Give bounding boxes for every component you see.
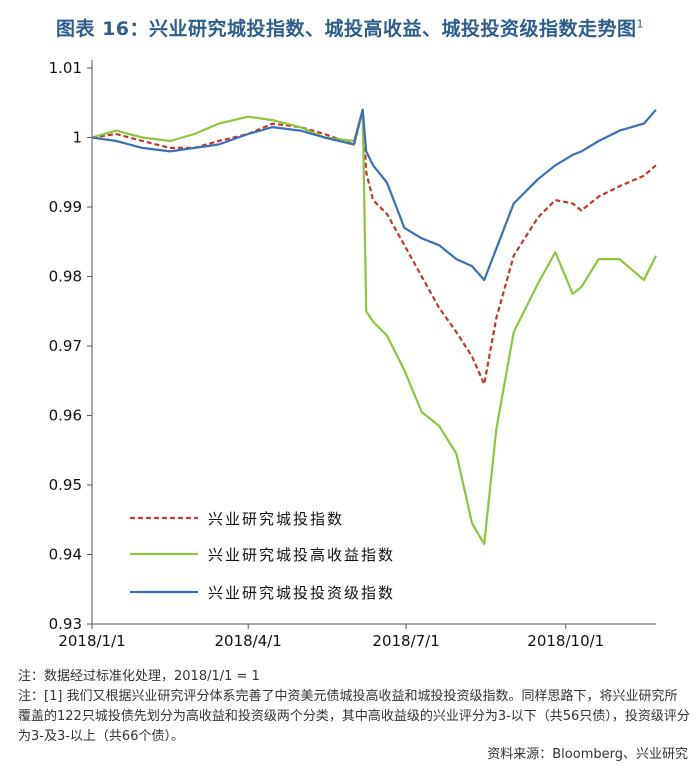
note-methodology: 注：[1] 我们又根据兴业研究评分体系完善了中资美元债城投高收益和城投投资级指数… [18,689,690,744]
data-source: 资料来源：Bloomberg、兴业研究 [487,747,688,762]
series-line-3 [91,108,657,282]
y-tick-label: 0.94 [49,546,82,564]
y-tick-label: 0.99 [49,198,82,216]
plot-area: 0.93 0.94 0.95 0.96 0.97 0.98 0.99 1 1.01 2018/1/… [49,59,657,650]
chart-notes: 注：数据经过标准化处理，2018/1/1 = 1 注：[1] 我们又根据兴业研究… [18,667,690,747]
series-line-1 [91,108,657,386]
chart-title-text: 图表 16：兴业研究城投指数、城投高收益、城投投资级指数走势图 [55,18,637,40]
y-tick-label: 1.01 [49,59,82,77]
y-tick-label: 0.93 [49,615,82,633]
legend-label-3: 兴业研究城投投资级指数 [208,584,395,602]
legend-label-2: 兴业研究城投高收益指数 [208,546,395,564]
line-chart: 0.93 0.94 0.95 0.96 0.97 0.98 0.99 1 1.01 2018/1/… [49,59,657,650]
y-tick-label: 0.95 [49,476,82,494]
title-footnote-marker: 1 [636,17,645,31]
x-tick-label: 2018/4/1 [214,632,281,650]
y-tick-label: 0.96 [49,407,82,425]
note-normalization: 注：数据经过标准化处理，2018/1/1 = 1 [18,669,260,684]
y-tick-label: 0.98 [49,268,82,286]
y-tick-label: 1 [72,129,82,147]
x-tick-label: 2018/1/1 [58,632,125,650]
series-line-2 [91,108,657,546]
chart-title: 图表 16：兴业研究城投指数、城投高收益、城投投资级指数走势图1 [0,14,700,41]
x-tick-label: 2018/7/1 [372,632,439,650]
y-tick-label: 0.97 [49,337,82,355]
x-tick-label: 2018/10/1 [527,632,604,650]
legend-label-1: 兴业研究城投指数 [208,510,344,528]
